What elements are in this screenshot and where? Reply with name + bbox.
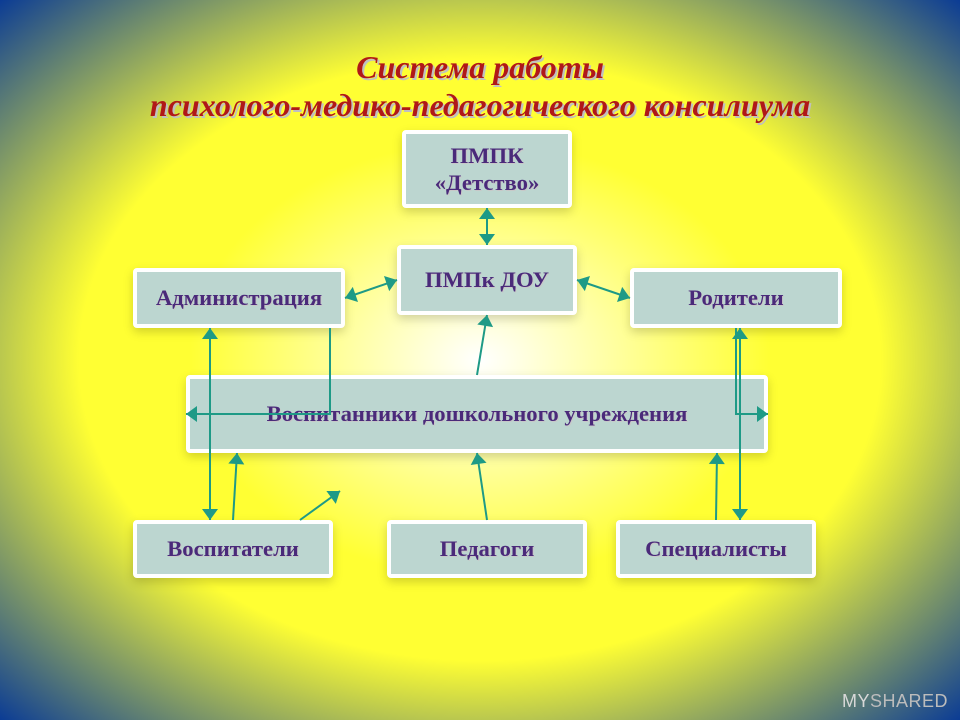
watermark-part2: SHARED bbox=[870, 691, 948, 711]
node-specialists: Специалисты bbox=[616, 520, 816, 578]
node-parents: Родители bbox=[630, 268, 842, 328]
slide-title: Система работы психолого-медико-педагоги… bbox=[0, 48, 960, 125]
slide-stage: Система работы психолого-медико-педагоги… bbox=[0, 0, 960, 720]
title-line-1: Система работы bbox=[356, 49, 604, 85]
node-pmpk_top: ПМПК «Детство» bbox=[402, 130, 572, 208]
watermark-part1: MY bbox=[842, 691, 870, 711]
watermark: MYSHARED bbox=[842, 691, 948, 712]
title-line-2: психолого-медико-педагогического консили… bbox=[150, 87, 810, 123]
node-pupils: Воспитанники дошкольного учреждения bbox=[186, 375, 768, 453]
node-admin: Администрация bbox=[133, 268, 345, 328]
node-pmpk_dou: ПМПк ДОУ bbox=[397, 245, 577, 315]
node-educators: Воспитатели bbox=[133, 520, 333, 578]
node-pedagogues: Педагоги bbox=[387, 520, 587, 578]
